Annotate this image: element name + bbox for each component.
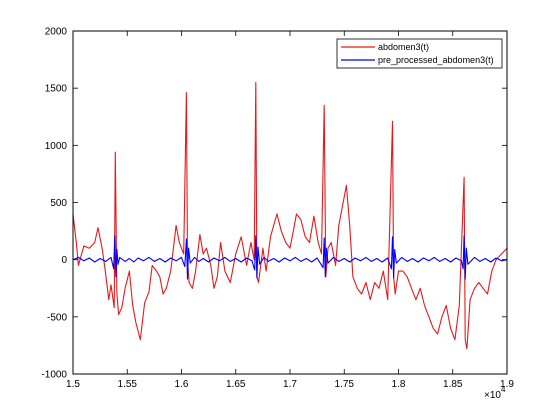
series-line-pre-processed-abdomen3 — [72, 235, 508, 280]
legend-box — [336, 38, 503, 69]
y-tick-label: 2000 — [45, 27, 68, 38]
x-tick-label: 1.55 — [118, 379, 138, 390]
legend: abdomen3(t) pre_processed_abdomen3(t) — [336, 38, 503, 69]
x-tick-label: 1.65 — [226, 379, 246, 390]
x-tick-label: 1.6 — [175, 379, 189, 390]
y-tick-label: -1000 — [41, 370, 67, 381]
legend-label-abdomen3: abdomen3(t) — [378, 42, 429, 52]
y-axis: -1000 -500 0 500 1000 1500 2000 — [41, 27, 507, 381]
x-exponent-label: ×10 4 — [484, 385, 506, 401]
y-tick-label: 1000 — [45, 141, 68, 152]
x-exponent-base: ×10 — [484, 390, 501, 401]
y-tick-label: 500 — [50, 198, 67, 209]
x-tick-label: 1.9 — [500, 379, 514, 390]
x-tick-label: 1.75 — [335, 379, 355, 390]
y-tick-label: 1500 — [45, 84, 68, 95]
x-axis: 1.5 1.55 1.6 1.65 1.7 1.75 1.8 1.85 1.9 — [66, 31, 514, 390]
x-tick-label: 1.85 — [443, 379, 463, 390]
y-tick-label: 0 — [61, 255, 67, 266]
series-line-abdomen3 — [72, 81, 508, 350]
series-layer — [72, 81, 508, 350]
y-tick-label: -500 — [47, 312, 67, 323]
plot-area — [73, 31, 507, 374]
x-tick-label: 1.7 — [283, 379, 297, 390]
x-tick-label: 1.8 — [392, 379, 406, 390]
x-tick-label: 1.5 — [66, 379, 80, 390]
legend-label-pre-processed-abdomen3: pre_processed_abdomen3(t) — [378, 55, 494, 65]
x-exponent-power: 4 — [501, 385, 506, 394]
